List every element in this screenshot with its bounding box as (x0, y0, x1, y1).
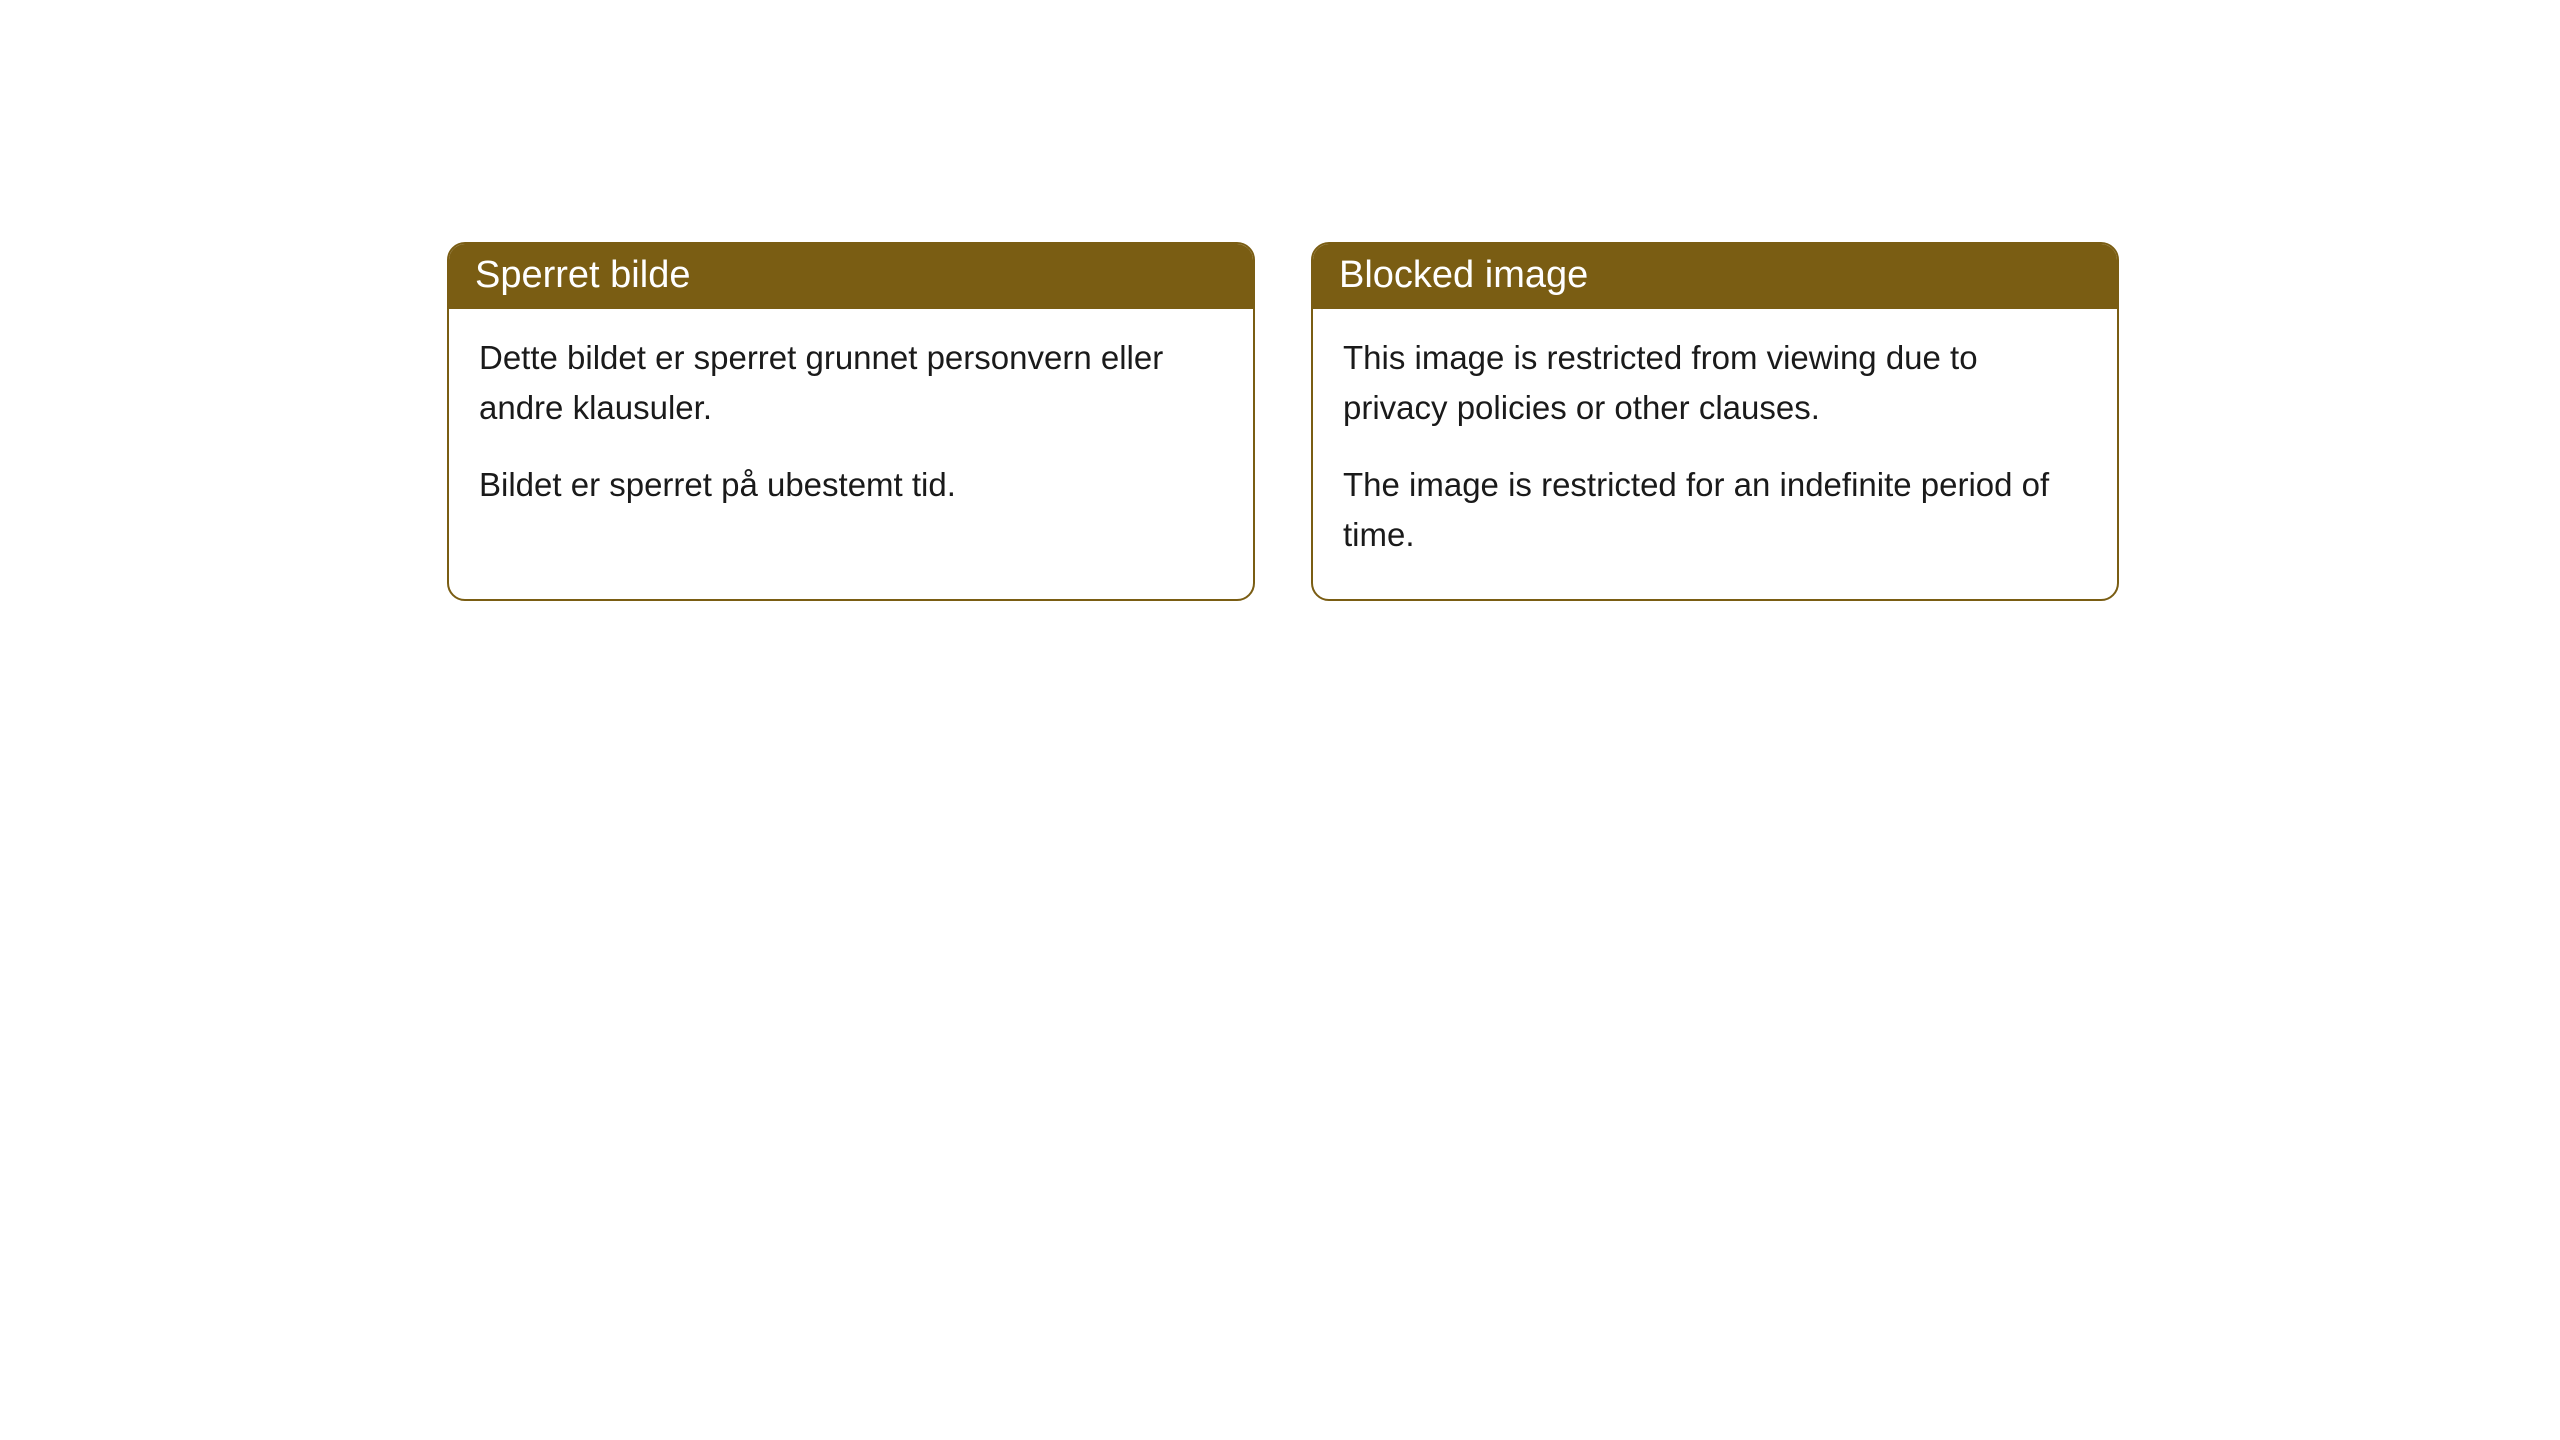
card-header-norwegian: Sperret bilde (449, 244, 1253, 309)
card-paragraph-1-norwegian: Dette bildet er sperret grunnet personve… (479, 333, 1223, 432)
card-paragraph-1-english: This image is restricted from viewing du… (1343, 333, 2087, 432)
card-body-norwegian: Dette bildet er sperret grunnet personve… (449, 309, 1253, 550)
card-paragraph-2-norwegian: Bildet er sperret på ubestemt tid. (479, 460, 1223, 510)
card-english: Blocked image This image is restricted f… (1311, 242, 2119, 601)
card-norwegian: Sperret bilde Dette bildet er sperret gr… (447, 242, 1255, 601)
cards-container: Sperret bilde Dette bildet er sperret gr… (447, 242, 2119, 601)
card-header-english: Blocked image (1313, 244, 2117, 309)
card-paragraph-2-english: The image is restricted for an indefinit… (1343, 460, 2087, 559)
card-body-english: This image is restricted from viewing du… (1313, 309, 2117, 599)
